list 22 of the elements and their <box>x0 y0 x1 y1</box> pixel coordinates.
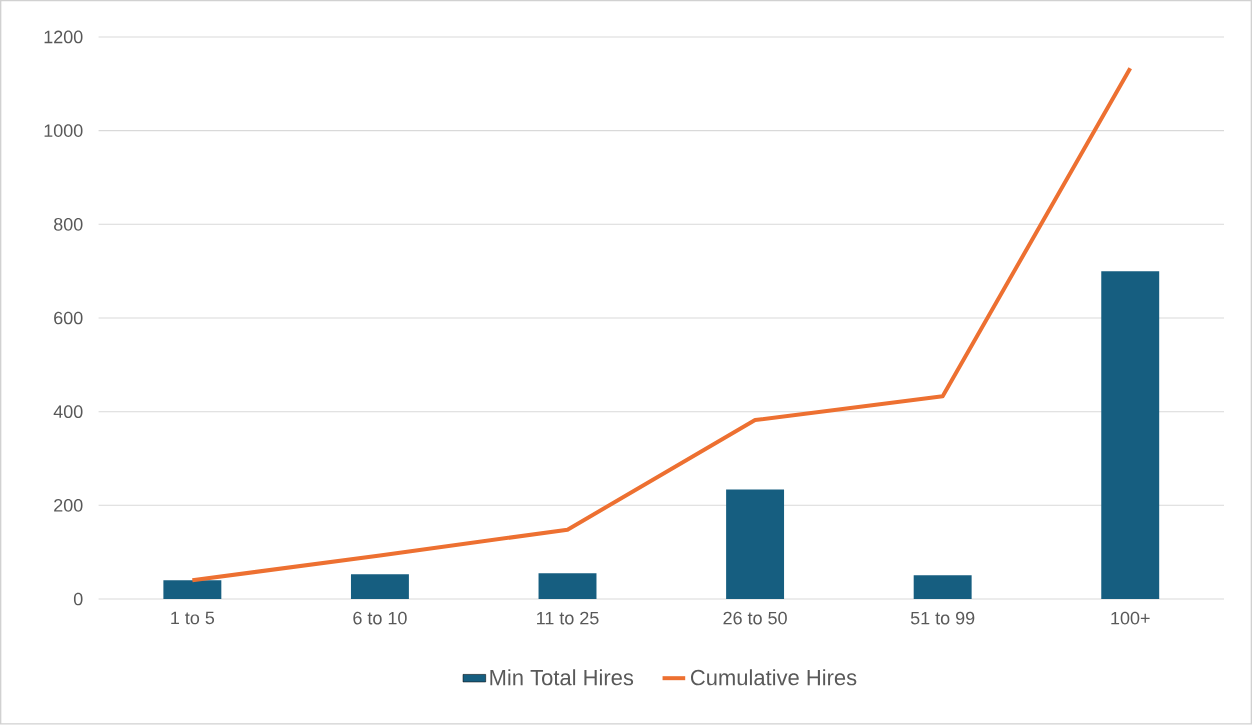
y-tick-label: 1000 <box>44 124 83 138</box>
bar <box>1101 271 1160 600</box>
x-tick-label: 51 to 99 <box>910 611 975 625</box>
y-tick-label: 400 <box>53 405 83 419</box>
x-tick-label: 100+ <box>1111 611 1150 625</box>
y-tick-label: 1200 <box>44 30 83 44</box>
line-series <box>190 66 1133 583</box>
y-tick-label: 800 <box>54 218 83 231</box>
bar <box>726 489 785 600</box>
y-tick-label: 600 <box>54 311 83 325</box>
bar <box>350 574 409 600</box>
x-tick-label: 1 to 5 <box>171 611 215 625</box>
y-tick-label: 0 <box>73 592 83 606</box>
x-tick-label: 6 to 10 <box>353 611 407 625</box>
bar <box>163 580 222 600</box>
bar <box>913 575 972 600</box>
legend-label: Cumulative Hires <box>690 669 857 686</box>
bar <box>538 573 597 600</box>
legend-label: Min Total Hires <box>490 669 634 686</box>
y-tick-label: 200 <box>54 499 83 512</box>
x-tick-label: 11 to 25 <box>537 611 599 625</box>
x-tick-label: 26 to 50 <box>723 611 787 625</box>
